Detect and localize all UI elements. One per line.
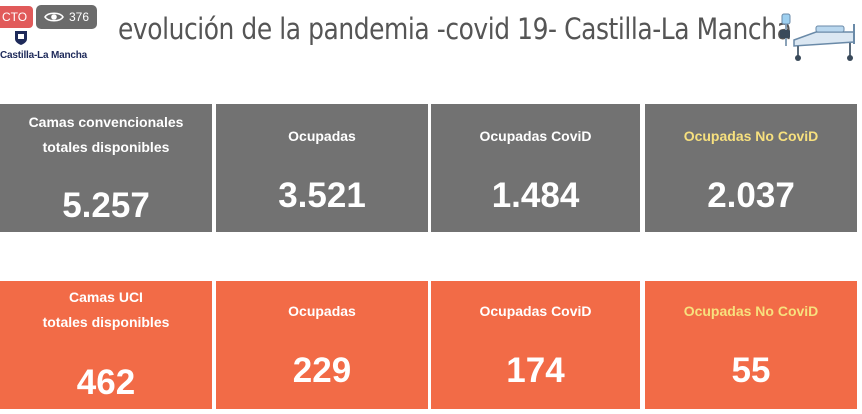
card-label: Camas UCI totales disponibles [42,289,170,330]
eye-icon [44,12,64,22]
icu-total-card: Camas UCI totales disponibles 462 [0,281,212,409]
castilla-la-mancha-logo: Castilla-La Mancha [0,30,87,64]
card-value: 229 [292,351,352,390]
conventional-occupied-non-covid-card: Ocupadas No CoviD 2.037 [645,104,857,232]
icu-occupied-covid-card: Ocupadas CoviD 174 [431,281,640,409]
conventional-occupied-card: Ocupadas 3.521 [216,104,428,232]
conventional-total-card: Camas convencionales totales disponibles… [0,104,212,232]
card-value: 174 [506,351,565,390]
coat-of-arms-icon [15,31,27,45]
icu-occupied-non-covid-card: Ocupadas No CoviD 55 [645,281,857,409]
logo-text: Castilla-La Mancha [0,50,87,61]
page-title: evolución de la pandemia -covid 19- Cast… [118,12,792,46]
card-label: Camas convencionales totales disponibles [28,114,184,155]
icu-beds-row: Camas UCI totales disponibles 462 Ocupad… [0,281,862,409]
card-label: Ocupadas [288,303,356,319]
live-badge: CTO [0,6,34,28]
card-label: Ocupadas CoviD [479,303,592,319]
card-value: 462 [76,363,136,402]
view-count-badge[interactable]: 376 [36,5,98,29]
card-value: 55 [731,351,771,390]
view-count: 376 [69,10,90,24]
card-value: 3.521 [278,176,366,215]
conventional-occupied-covid-card: Ocupadas CoviD 1.484 [431,104,640,232]
card-label: Ocupadas CoviD [479,128,592,144]
icu-occupied-card: Ocupadas 229 [216,281,428,409]
card-value: 2.037 [707,176,795,215]
hospital-bed-icon [780,13,855,61]
card-label: Ocupadas [288,128,356,144]
card-value: 5.257 [62,186,150,225]
card-label: Ocupadas No CoviD [683,303,819,319]
card-value: 1.484 [491,176,580,215]
conventional-beds-row: Camas convencionales totales disponibles… [0,104,862,232]
card-label: Ocupadas No CoviD [683,128,819,144]
